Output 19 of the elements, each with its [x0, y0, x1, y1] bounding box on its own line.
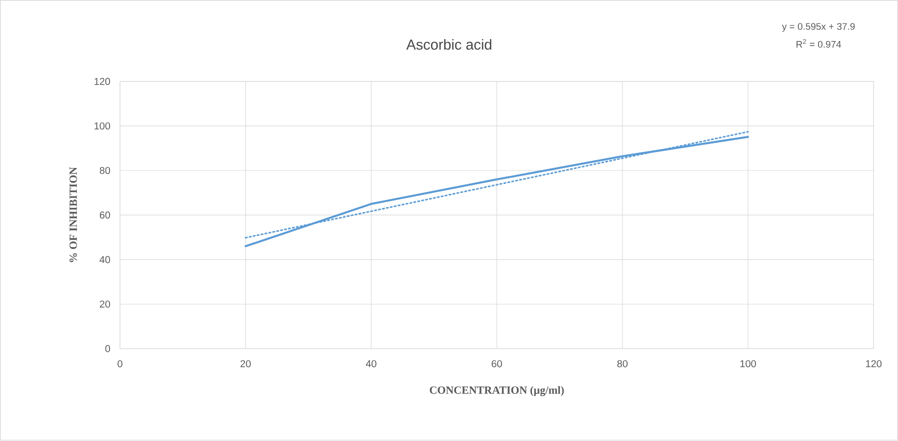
x-tick-label: 20	[240, 360, 251, 368]
y-axis-title: % OF INHIBITION	[70, 167, 77, 262]
y-tick-label: 40	[100, 256, 110, 264]
x-tick-label: 60	[492, 360, 502, 368]
x-tick-label: 100	[740, 360, 756, 368]
x-tick-label: 0	[118, 360, 122, 368]
x-tick-label: 80	[617, 360, 628, 368]
y-tick-label: 120	[94, 78, 110, 86]
x-axis-title: CONCENTRATION (µg/ml)	[430, 386, 564, 396]
y-tick-label: 100	[94, 122, 110, 130]
y-tick-label: 20	[100, 300, 110, 308]
x-tick-label: 120	[866, 360, 882, 368]
x-tick-label: 40	[366, 360, 376, 368]
y-tick-label: 80	[100, 167, 110, 174]
text: R$^{2}$ = 0.974	[796, 39, 842, 48]
chart-title: Ascorbic acid	[406, 39, 492, 50]
y-tick-label: 60	[100, 212, 110, 219]
y-tick-label: 0	[105, 345, 110, 352]
text: y = 0.595x + 37.9	[782, 23, 855, 32]
